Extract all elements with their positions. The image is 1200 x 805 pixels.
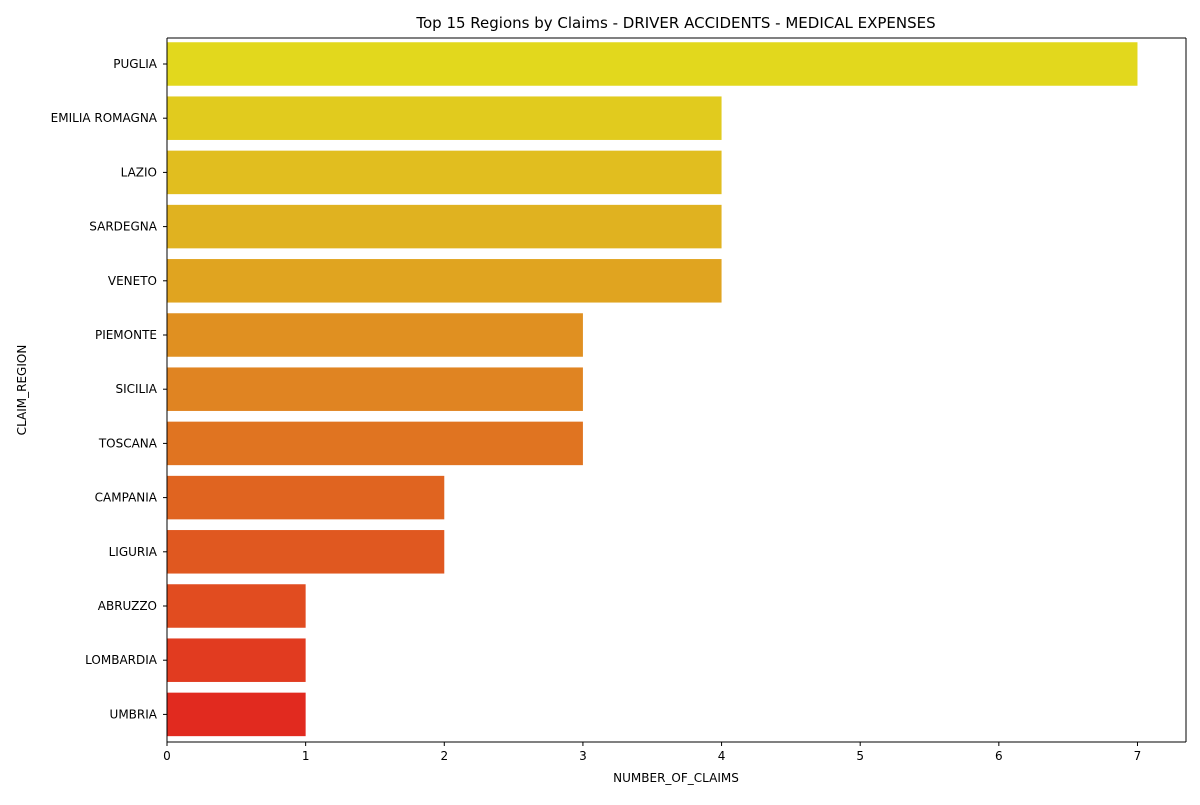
y-tick-label: VENETO [108, 274, 157, 288]
bar-piemonte [167, 313, 583, 357]
bar-sicilia [167, 367, 583, 411]
x-tick-label: 5 [856, 749, 864, 763]
chart-title: Top 15 Regions by Claims - DRIVER ACCIDE… [415, 14, 935, 32]
y-tick-label: PIEMONTE [95, 328, 157, 342]
bar-umbria [167, 692, 306, 737]
bar-veneto [167, 259, 722, 303]
y-tick-label: EMILIA ROMAGNA [51, 111, 158, 125]
y-tick-label: LAZIO [121, 165, 157, 179]
bar-emilia-romagna [167, 96, 722, 140]
bar-liguria [167, 530, 445, 574]
y-tick-label: SARDEGNA [89, 220, 157, 234]
x-tick-label: 4 [718, 749, 726, 763]
y-axis-title: CLAIM_REGION [15, 345, 29, 436]
bar-abruzzo [167, 584, 306, 628]
y-tick-label: TOSCANA [98, 436, 158, 450]
bar-toscana [167, 421, 583, 466]
x-tick-label: 6 [995, 749, 1003, 763]
y-tick-label: LOMBARDIA [85, 653, 158, 667]
y-tick-label: PUGLIA [113, 57, 158, 71]
bar-campania [167, 475, 445, 520]
y-axis-ticks: PUGLIA EMILIA ROMAGNA LAZIO SARDEGNA VENETO P… [51, 57, 167, 721]
y-tick-label: ABRUZZO [98, 599, 157, 613]
y-tick-label: UMBRIA [110, 707, 158, 721]
bar-lombardia [167, 638, 306, 682]
x-tick-label: 7 [1134, 749, 1142, 763]
y-tick-label: LIGURIA [109, 545, 158, 559]
y-tick-label: CAMPANIA [95, 491, 158, 505]
x-axis-ticks: 0 1 2 3 4 5 6 7 [163, 742, 1141, 763]
bar-puglia [167, 42, 1138, 86]
x-tick-label: 2 [440, 749, 448, 763]
x-tick-label: 0 [163, 749, 171, 763]
bar-sardegna [167, 204, 722, 249]
x-tick-label: 3 [579, 749, 587, 763]
x-tick-label: 1 [302, 749, 310, 763]
bars-layer [167, 42, 1138, 737]
x-axis-title: NUMBER_OF_CLAIMS [613, 771, 739, 785]
y-tick-label: SICILIA [115, 382, 157, 396]
bar-lazio [167, 150, 722, 195]
